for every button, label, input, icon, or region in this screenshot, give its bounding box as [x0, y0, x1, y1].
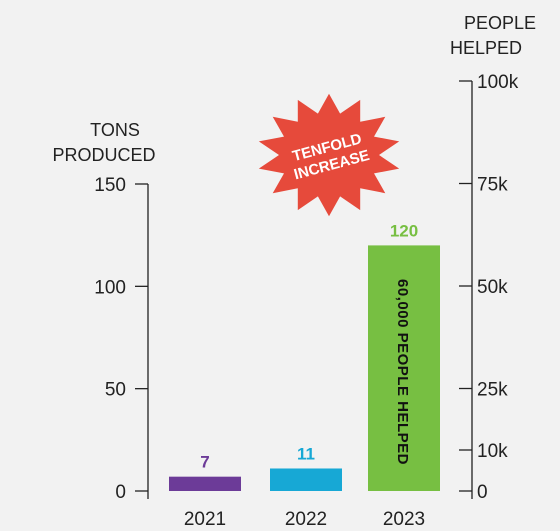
bar-2022 — [270, 468, 342, 491]
right-axis-title-line-2: HELPED — [450, 38, 522, 58]
value-label-2022: 11 — [297, 444, 315, 463]
value-label-2021: 7 — [200, 453, 209, 472]
left-axis-title-line-2: PRODUCED — [52, 145, 155, 165]
x-label-2023: 2023 — [383, 509, 425, 530]
bar-2021 — [169, 476, 241, 491]
right-axis-ticks: 0 10k 25k 50k 75k 100k — [459, 72, 519, 503]
left-axis-ticks: 0 50 100 150 — [94, 175, 148, 503]
left-tick-label: 150 — [94, 175, 126, 196]
value-label-2023: 120 — [390, 221, 418, 240]
left-tick-label: 50 — [105, 380, 126, 401]
left-tick-label: 0 — [115, 482, 126, 503]
right-tick-label: 10k — [477, 441, 508, 462]
callout-badge: TENFOLD INCREASE — [258, 93, 400, 217]
bars — [169, 245, 440, 491]
x-label-2022: 2022 — [285, 509, 327, 530]
bar-2023 — [368, 245, 440, 491]
x-axis-labels: 2021 2022 2023 — [184, 509, 425, 530]
x-label-2021: 2021 — [184, 509, 226, 530]
value-labels: 7 11 120 — [200, 221, 418, 471]
right-tick-label: 0 — [477, 482, 488, 503]
right-axis-title-line-1: PEOPLE — [464, 13, 536, 33]
right-tick-label: 25k — [477, 380, 508, 401]
starburst-shape — [258, 93, 400, 217]
left-tick-label: 100 — [94, 277, 126, 298]
left-axis-title-line-1: TONS — [90, 120, 140, 140]
right-tick-label: 50k — [477, 277, 508, 298]
bar-annotation: 60,000 PEOPLE HELPED — [394, 279, 411, 465]
right-tick-label: 100k — [477, 72, 519, 93]
right-tick-label: 75k — [477, 175, 508, 196]
